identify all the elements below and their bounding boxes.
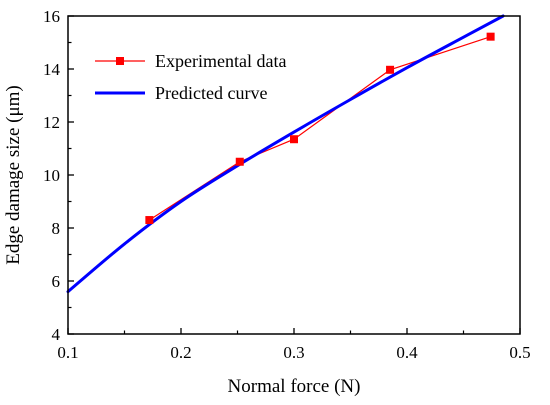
experimental-data-point — [386, 65, 395, 74]
tick-labels: 0.1 0.2 0.3 0.4 0.5 4 6 8 10 12 14 16 — [43, 7, 531, 362]
y-tick-label: 16 — [43, 7, 60, 26]
predicted-curve-line — [66, 14, 505, 294]
x-tick-label: 0.1 — [57, 343, 78, 362]
legend-label-predicted: Predicted curve — [155, 83, 267, 103]
y-tick-label: 8 — [52, 219, 61, 238]
axis-ticks — [67, 15, 521, 335]
experimental-data-point — [145, 216, 154, 225]
y-tick-label: 4 — [52, 325, 61, 344]
x-tick-label: 0.3 — [283, 343, 304, 362]
legend: Experimental data Predicted curve — [95, 51, 286, 103]
experimental-data-point — [290, 135, 298, 144]
legend-label-experimental: Experimental data — [155, 51, 286, 71]
legend-marker-experimental — [116, 57, 124, 65]
x-axis-title: Normal force (N) — [228, 376, 361, 397]
plot-frame — [67, 15, 521, 335]
plot-series — [66, 14, 505, 294]
y-tick-label: 6 — [52, 272, 61, 291]
experimental-data-point — [235, 157, 244, 166]
x-tick-label: 0.4 — [396, 343, 418, 362]
experimental-data-point — [486, 32, 495, 41]
y-tick-label: 12 — [43, 113, 60, 132]
y-tick-label: 14 — [43, 60, 61, 79]
x-tick-label: 0.5 — [509, 343, 530, 362]
y-axis-title: Edge damage size (μm) — [3, 85, 24, 265]
x-tick-label: 0.2 — [170, 343, 191, 362]
y-tick-label: 10 — [43, 166, 60, 185]
